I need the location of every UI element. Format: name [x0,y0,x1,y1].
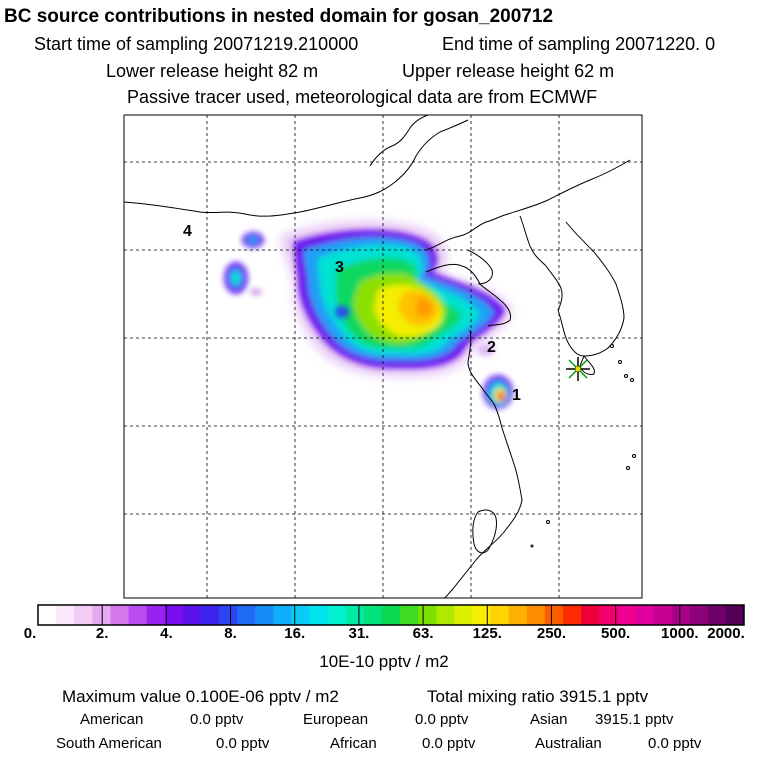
region-name-australian: Australian [535,735,602,752]
colorbar-frame [37,604,745,626]
colorbar-tick-label: 2000. [707,625,745,642]
colorbar-swatch [635,605,654,625]
colorbar-swatch [92,605,111,625]
colorbar-swatch [617,605,636,625]
chart-title: BC source contributions in nested domain… [4,6,554,27]
colorbar-swatch [562,605,582,625]
coastlines [124,115,631,598]
colorbar-swatch [436,605,455,625]
lower-release-label: Lower release height 82 m [106,61,319,81]
colorbar-swatch [237,605,256,625]
colorbar-swatch [38,605,57,625]
region-name-american: American [80,711,144,728]
colorbar-tick-label: 125. [472,625,502,642]
colorbar-tick-label: 63. [412,625,434,642]
region-label-3: 3 [335,259,344,276]
colorbar-swatch [689,605,709,625]
colorbar-swatch [291,605,311,625]
colorbar-units: 10E-10 pptv / m2 [319,652,449,671]
region-label-4: 4 [183,223,192,240]
colorbar-swatch [255,605,274,625]
colorbar-swatch [345,605,365,625]
graticule [124,115,642,598]
region-value-asian: 3915.1 pptv [595,711,674,728]
colorbar-swatch [400,605,419,625]
start-time-label: Start time of sampling 20071219.210000 [34,34,359,54]
colorbar-swatch [599,605,618,625]
colorbar-tick-label: 8. [224,625,237,642]
region-value-australian: 0.0 pptv [648,735,702,752]
colorbar-tick-label: 1000. [661,625,699,642]
colorbar-swatch [146,605,166,625]
region-value-african: 0.0 pptv [422,735,476,752]
end-time-label: End time of sampling 20071220. 0 [442,34,716,54]
colorbar-swatch [128,605,148,625]
colorbar-swatch [219,605,238,625]
tracer-note: Passive tracer used, meteorological data… [127,87,598,107]
colorbar-tick-label: 31. [348,625,370,642]
colorbar-swatch [381,605,401,625]
region-value-south-american: 0.0 pptv [216,735,270,752]
colorbar-tick-label: 2. [95,625,109,642]
colorbar-swatch [182,605,202,625]
max-value-label: Maximum value 0.100E-06 pptv / m2 [62,687,339,706]
colorbar-swatch [327,605,347,625]
colorbar-swatch [526,605,546,625]
colorbar [37,604,745,626]
concentration-plume [224,221,513,409]
region-label-1: 1 [512,387,521,404]
colorbar-swatch [418,605,437,625]
region-name-european: European [303,711,369,728]
colorbar-tick-label: 0. [23,625,37,642]
colorbar-swatch [707,605,727,625]
colorbar-swatch [490,605,510,625]
region-value-european: 0.0 pptv [415,711,469,728]
colorbar-swatch [725,605,745,625]
colorbar-swatch [309,605,329,625]
colorbar-swatch [454,605,473,625]
islands [530,344,636,548]
colorbar-tick-label: 250. [536,625,567,642]
colorbar-swatch [110,605,130,625]
colorbar-swatch [74,605,93,625]
colorbar-tick-label: 4. [160,625,173,642]
region-name-asian: Asian [530,711,568,728]
region-name-african: African [330,735,377,752]
colorbar-swatch [164,605,184,625]
colorbar-swatch [508,605,528,625]
colorbar-swatch [200,605,220,625]
colorbar-swatch [671,605,691,625]
colorbar-swatch [581,605,600,625]
colorbar-swatch [653,605,673,625]
upper-release-label: Upper release height 62 m [402,61,615,81]
region-label-2: 2 [487,339,496,356]
colorbar-tick-label: 16. [284,625,306,642]
colorbar-swatch [273,605,292,625]
total-mixing-label: Total mixing ratio 3915.1 pptv [427,687,649,706]
colorbar-swatch [56,605,75,625]
colorbar-swatch [363,605,383,625]
colorbar-tick-label: 500. [601,625,631,642]
region-value-american: 0.0 pptv [190,711,244,728]
colorbar-swatch [544,605,564,625]
region-name-south-american: South American [56,735,162,752]
receptor-star-marker [566,357,590,381]
colorbar-swatch [472,605,492,625]
